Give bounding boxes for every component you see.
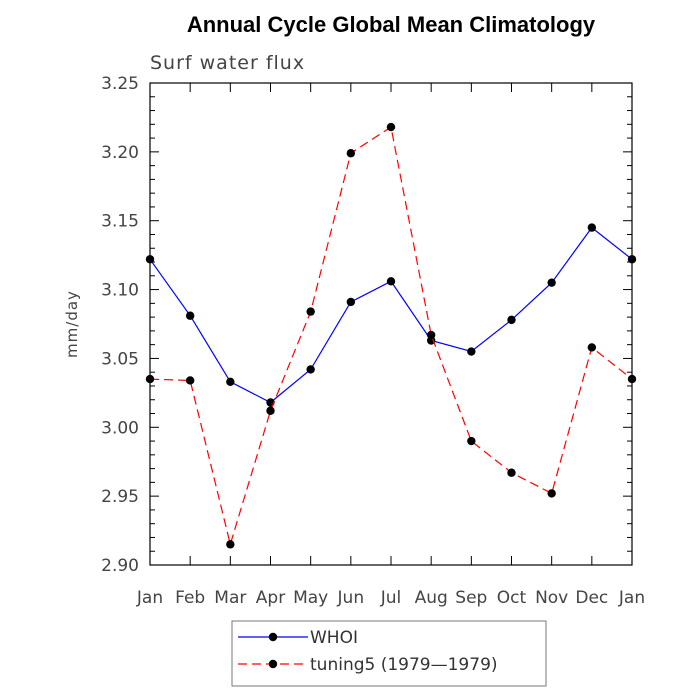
x-tick-label: Aug	[415, 588, 448, 608]
data-point	[386, 122, 396, 132]
data-point	[386, 277, 396, 286]
data-point	[226, 540, 235, 549]
data-point	[507, 468, 516, 477]
series-line-0	[149, 226, 633, 404]
series-group	[145, 122, 637, 549]
data-point	[185, 376, 195, 385]
legend-label-1: tuning5 (1979—1979)	[310, 655, 498, 675]
y-tick-label: 2.90	[101, 556, 139, 576]
x-tick-label: Jun	[337, 588, 365, 608]
x-tick-label: May	[293, 588, 328, 608]
data-point	[467, 436, 476, 446]
y-tick-label: 2.95	[101, 487, 139, 507]
x-tick-label: Apr	[256, 588, 285, 608]
data-point	[587, 223, 597, 232]
data-point	[145, 255, 155, 264]
x-tick-label: Mar	[214, 588, 246, 608]
data-point	[627, 255, 637, 264]
y-tick-label: 3.25	[101, 74, 139, 94]
plot-area	[149, 82, 633, 566]
y-tick-label: 3.20	[101, 143, 139, 163]
x-tick-label: Jan	[136, 588, 163, 608]
y-tick-label: 3.10	[101, 281, 139, 301]
data-point	[185, 311, 195, 320]
legend-box	[231, 620, 547, 687]
axis-ticks: 2.90 2.95 3.00 3.05 3.10 3.15 3.20 3.25 Jan Feb Ma…	[101, 74, 645, 608]
data-point	[507, 315, 516, 325]
legend-items: WHOI tuning5 (1979—1979)	[238, 628, 498, 675]
x-tick-label: Dec	[575, 588, 608, 608]
x-tick-label: Feb	[175, 588, 205, 608]
legend: WHOI tuning5 (1979—1979)	[231, 620, 547, 687]
x-tick-label: Jul	[380, 588, 402, 608]
chart-subtitle: Surf water flux	[150, 52, 305, 74]
chart-title: Annual Cycle Global Mean Climatology	[187, 12, 596, 37]
data-point	[547, 489, 556, 498]
data-point	[547, 278, 556, 287]
x-tick-label: Oct	[497, 588, 527, 608]
legend-label-0: WHOI	[310, 628, 358, 648]
data-point	[306, 307, 315, 316]
legend-marker-0	[268, 632, 278, 642]
data-point	[346, 297, 356, 307]
x-tick-label: Nov	[535, 588, 568, 608]
data-point	[426, 330, 436, 340]
data-point	[627, 374, 637, 384]
y-tick-label: 3.00	[101, 418, 139, 438]
y-tick-label: 3.15	[101, 212, 139, 232]
y-axis-label: mm/day	[63, 290, 81, 358]
data-point	[226, 377, 235, 387]
data-point	[306, 365, 315, 374]
x-tick-label: Sep	[455, 588, 487, 608]
data-point	[467, 347, 476, 356]
data-point	[587, 343, 597, 352]
legend-marker-1	[268, 659, 278, 669]
data-point	[266, 406, 275, 415]
series-line-1	[149, 126, 633, 547]
data-point	[346, 149, 356, 158]
x-tick-label: Jan	[618, 588, 645, 608]
data-point	[145, 374, 155, 384]
y-tick-label: 3.05	[101, 349, 139, 369]
